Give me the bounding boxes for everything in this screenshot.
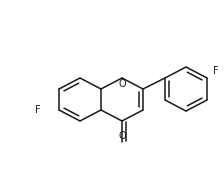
Text: O: O <box>118 131 126 141</box>
Text: F: F <box>35 105 41 115</box>
Text: F: F <box>213 66 219 76</box>
Text: O: O <box>118 79 126 89</box>
